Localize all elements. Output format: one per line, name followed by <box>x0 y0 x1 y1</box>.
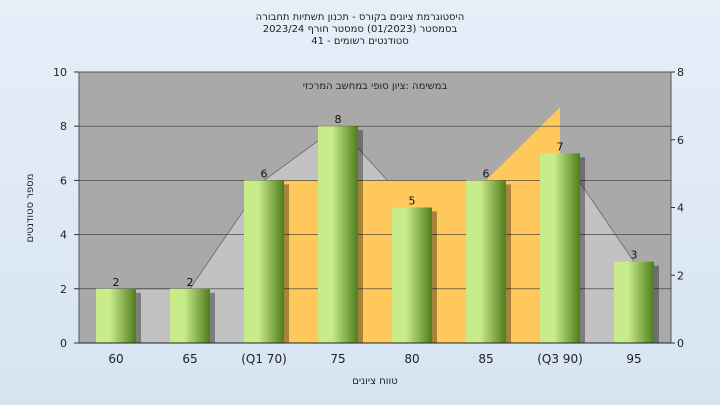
x-tick-label: 80 <box>404 352 419 366</box>
y-tick-label: 2 <box>60 283 67 296</box>
y2-tick-label: 0 <box>677 337 684 350</box>
data-label: 3 <box>631 249 638 262</box>
data-label: 6 <box>261 167 268 180</box>
y-tick-label: 6 <box>60 174 67 187</box>
bar <box>318 126 358 343</box>
chart-title-line-2: בסמסטר (01/2023) סמסטר חורף 2023/24 <box>262 24 458 35</box>
bar <box>170 288 210 343</box>
x-tick-label: (Q1 70) <box>241 352 287 366</box>
y-tick-label: 4 <box>60 229 67 242</box>
x-tick-label: 75 <box>330 352 345 366</box>
data-label: 8 <box>335 113 342 126</box>
y2-tick-label: 4 <box>677 202 684 215</box>
y-tick-label: 10 <box>53 66 67 79</box>
bar <box>392 207 432 343</box>
x-axis-label: טווח ציונים <box>352 376 397 387</box>
bar <box>96 288 136 343</box>
y-tick-label: 8 <box>60 120 67 133</box>
bar <box>614 261 654 343</box>
y-tick-label: 0 <box>60 337 67 350</box>
data-label: 5 <box>409 195 416 208</box>
data-label: 2 <box>113 276 120 289</box>
chart-title-line-1: היסטוגרמת ציונים בקורס - תכנון תשתיות תח… <box>255 12 465 23</box>
x-tick-label: (Q3 90) <box>537 352 583 366</box>
data-label: 6 <box>483 167 490 180</box>
x-tick-label: 65 <box>182 352 197 366</box>
bar <box>466 180 506 343</box>
chart-subtitle: במשימה :ציון סופי במחשב המרכזי <box>303 81 448 92</box>
x-tick-label: 95 <box>626 352 641 366</box>
bar <box>244 180 284 343</box>
bar <box>540 153 580 343</box>
data-label: 2 <box>187 276 194 289</box>
y2-tick-label: 8 <box>677 66 684 79</box>
y2-tick-label: 2 <box>677 269 684 282</box>
y2-tick-label: 6 <box>677 134 684 147</box>
x-tick-label: 85 <box>478 352 493 366</box>
chart-title-line-3: סטודנטים רשומים - 41 <box>311 36 409 47</box>
x-tick-label: 60 <box>108 352 123 366</box>
data-label: 7 <box>557 140 564 153</box>
y-axis-label: מספר סטודנטים <box>25 174 36 243</box>
